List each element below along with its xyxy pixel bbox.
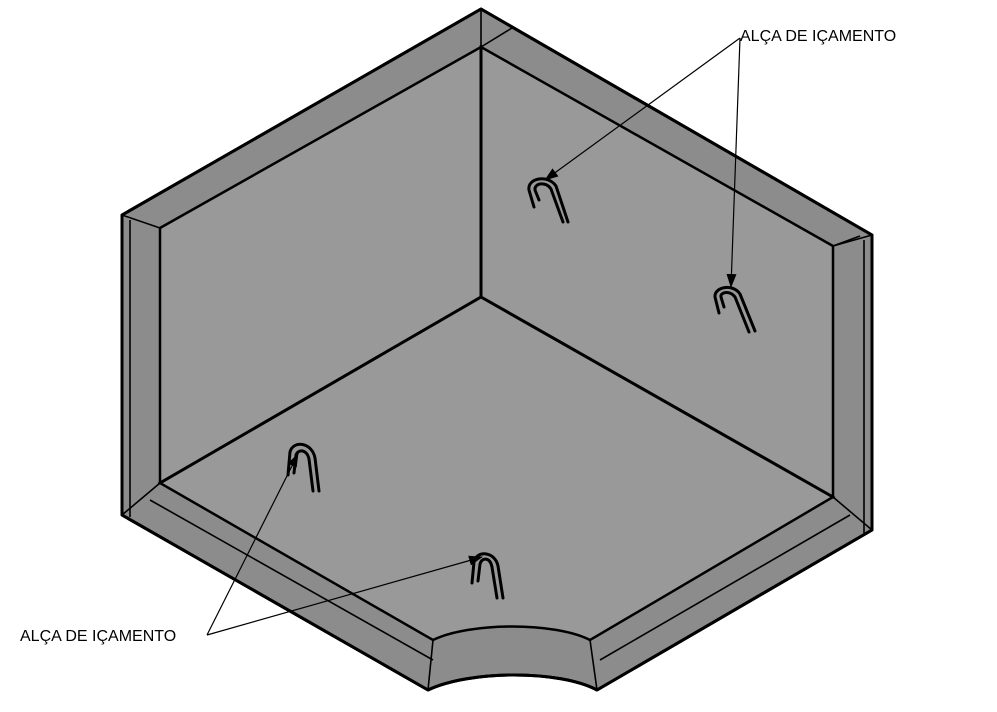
inner-corner-edges [159, 47, 834, 499]
floor [157, 295, 836, 642]
outline [120, 7, 874, 692]
rim-lines [121, 9, 873, 691]
lifting-hook-2 [713, 285, 757, 334]
label-lifting-handle-bottom: ALÇA DE IÇAMENTO [20, 628, 176, 645]
leaders-top [544, 37, 741, 288]
label-lifting-handle-top: ALÇA DE IÇAMENTO [740, 28, 896, 45]
lifting-hook-1 [527, 177, 570, 224]
leaders-bottom [206, 453, 483, 636]
